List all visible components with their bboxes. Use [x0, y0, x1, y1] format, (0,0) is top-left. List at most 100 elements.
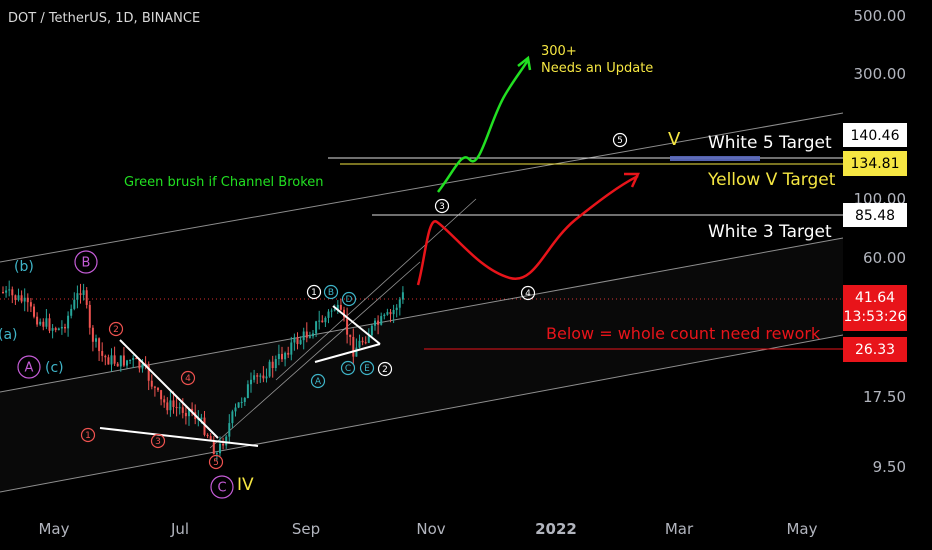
red-arrowhead: [624, 172, 640, 188]
white-3-target-label: White 3 Target: [708, 222, 832, 242]
white-wave-3-circle: [434, 198, 450, 214]
candle-body: [277, 353, 280, 360]
x-tick-label: Sep: [292, 520, 320, 538]
candle-body: [256, 375, 259, 377]
x-tick-label: 2022: [535, 520, 577, 538]
white-wave-4: 4: [525, 289, 531, 299]
candle-body: [119, 355, 122, 367]
candle-body: [346, 317, 349, 335]
candle-body: [318, 320, 321, 322]
sub-label-E: E: [364, 364, 370, 374]
candle-body: [178, 407, 181, 409]
candle-body: [327, 311, 330, 318]
wave-drawings: [99, 55, 843, 447]
price-label-85-box: [843, 203, 907, 227]
y-tick-label: 17.50: [863, 388, 906, 406]
red-wave-4: 4: [185, 374, 191, 384]
candle-body: [101, 351, 104, 356]
candle-body: [175, 406, 178, 408]
candle-body: [169, 400, 172, 411]
candle-body: [219, 443, 221, 454]
yellow-v-target-label: Yellow V Target: [707, 170, 836, 190]
wave-label-B-circle: [74, 250, 98, 274]
candle-body: [166, 402, 169, 411]
candle-body: [305, 331, 308, 338]
red-wave-1-circle: [80, 427, 96, 443]
candle-body: [64, 326, 66, 329]
candle-body: [29, 302, 32, 307]
wave-channels: [0, 112, 844, 493]
candle-body: [113, 355, 116, 364]
candle-body: [352, 336, 355, 357]
candle-body: [172, 400, 175, 407]
red-wave-3-circle: [150, 433, 166, 449]
x-axis-bg: [0, 512, 932, 550]
price-label-134: 134.81: [851, 156, 900, 172]
price-label-26-box: [843, 337, 907, 362]
wave-label-V: V: [668, 129, 681, 150]
price-label-current-box: [843, 285, 907, 331]
green-brush-note: Green brush if Channel Broken: [124, 175, 324, 190]
sub-label-C-circle: [340, 360, 356, 376]
candle-body: [246, 384, 249, 399]
candle-body: [23, 297, 26, 302]
price-label-85: 85.48: [855, 208, 895, 224]
candle-body: [215, 453, 218, 455]
candle-body: [203, 417, 206, 435]
candle-body: [17, 295, 20, 300]
candle-body: [153, 386, 156, 388]
y-tick-label: 500.00: [854, 7, 907, 25]
candle-body: [160, 390, 163, 400]
candle-body: [67, 315, 70, 329]
candle-body: [287, 352, 290, 355]
x-axis[interactable]: May Jul Sep Nov 2022 Mar May: [0, 512, 932, 550]
candle-body: [231, 411, 234, 424]
y-tick-label: 300.00: [854, 65, 907, 83]
update-note-line2: Needs an Update: [541, 61, 653, 76]
candle-body: [76, 293, 79, 300]
candle-body: [82, 290, 85, 295]
candle-body: [265, 376, 268, 379]
price-label-140-box: [843, 123, 907, 147]
candle-body: [122, 355, 125, 366]
candle-body: [135, 357, 138, 360]
red-wave-2-circle: [108, 321, 124, 337]
channel-line: [0, 334, 844, 493]
candle-body: [293, 337, 296, 343]
symbol-title: DOT / TetherUS, 1D, BINANCE: [8, 11, 201, 26]
candle-body: [91, 327, 94, 342]
candle-body: [5, 290, 8, 293]
inner-channel-line: [209, 261, 421, 449]
candle-body: [284, 352, 287, 360]
price-label-140: 140.46: [851, 128, 900, 144]
red-forecast-path: [416, 174, 639, 286]
candle-body: [228, 423, 231, 437]
candle-body: [116, 363, 119, 367]
candle-body: [138, 359, 141, 369]
candle-body: [268, 361, 271, 377]
candle-body: [79, 293, 82, 295]
candle-body: [330, 310, 333, 312]
triangle-lower-line: [99, 427, 259, 447]
y-axis-bg: [843, 0, 932, 512]
candle-body: [157, 387, 159, 391]
x-tick-label: May: [786, 520, 817, 538]
candle-body: [104, 355, 107, 358]
wave-label-C: C: [217, 481, 226, 496]
y-axis[interactable]: 500.00300.00100.0060.0017.509.50140.4613…: [843, 0, 932, 512]
wave-label-A: A: [25, 361, 34, 376]
candle-body: [8, 289, 11, 291]
candle-body: [70, 308, 73, 316]
white-wave-3: 3: [439, 202, 445, 212]
candle-body: [88, 304, 91, 328]
sub-label-E-circle: [359, 360, 375, 376]
candle-body: [129, 359, 132, 361]
candle-body: [54, 328, 57, 331]
price-label-134-box: [843, 151, 907, 176]
candle-body: [132, 357, 135, 360]
update-note-line1: 300+: [541, 44, 577, 59]
candle-body: [234, 407, 237, 412]
wave-label-A-circle: [17, 355, 41, 379]
candle-body: [225, 436, 228, 446]
